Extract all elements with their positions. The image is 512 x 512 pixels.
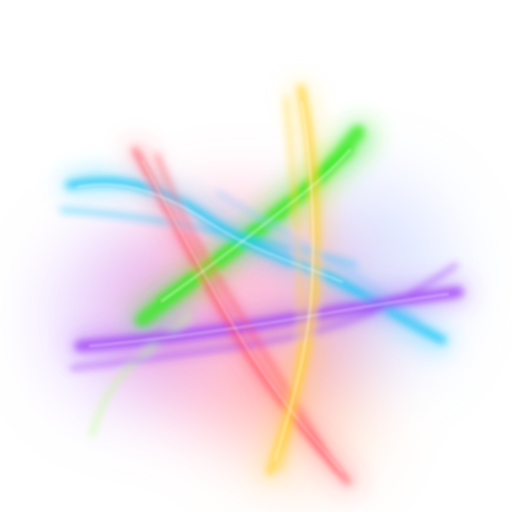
streak-highlight-layer (77, 101, 449, 473)
yellow-streak-thin (279, 96, 302, 472)
violet-haze (47, 226, 203, 410)
red-streak (132, 147, 351, 485)
purple-streak-highlight (89, 293, 449, 347)
light-green-streak (89, 313, 193, 438)
green-streak-secondary (156, 148, 354, 304)
green-streak-highlight (160, 148, 352, 303)
cyan-streak-highlight (77, 183, 343, 283)
red-streak-highlight (141, 159, 343, 473)
